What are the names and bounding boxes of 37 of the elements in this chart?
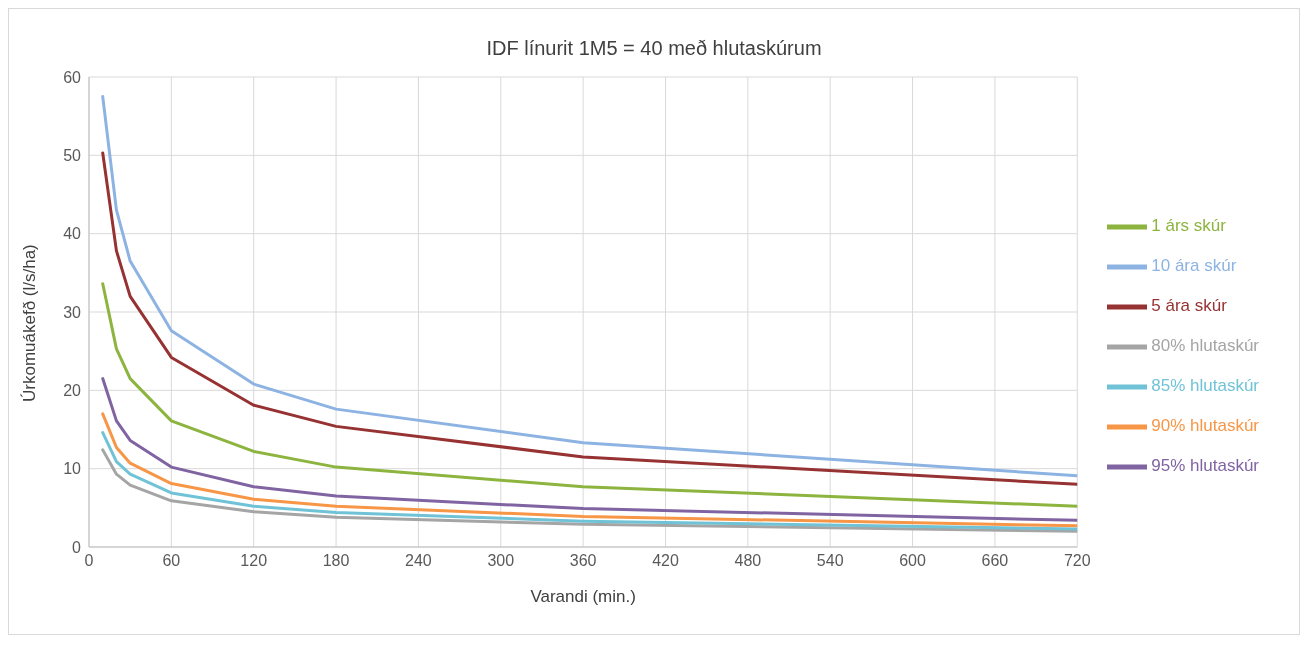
x-tick-label: 600 [899,552,926,570]
x-tick-label: 360 [569,552,597,570]
x-tick-label: 0 [84,552,94,570]
line-series [101,431,1078,531]
legend-label: 1 árs skúr [1151,216,1226,236]
x-tick-label: 300 [487,552,515,570]
x-tick-label: 60 [162,552,181,570]
legend-label: 95% hlutaskúr [1151,456,1259,476]
line-series [101,448,1078,533]
y-tick-label: 20 [63,382,82,400]
legend-label: 5 ára skúr [1151,296,1227,316]
x-tick-label: 420 [652,552,679,570]
x-axis-title: Varandi (min.) [530,587,636,606]
line-series [101,95,1078,478]
line-series [101,377,1078,522]
legend-label: 10 ára skúr [1151,256,1237,276]
line-series [101,151,1078,486]
legend-label: 85% hlutaskúr [1151,376,1259,396]
x-tick-label: 120 [240,552,268,570]
y-tick-label: 50 [63,147,82,165]
y-tick-label: 0 [72,538,82,556]
y-tick-label: 30 [63,303,82,321]
legend-label: 80% hlutaskúr [1151,336,1259,356]
x-tick-label: 480 [734,552,762,570]
x-tick-label: 240 [405,552,432,570]
y-tick-label: 40 [63,225,82,243]
y-axis-title: Úrkomuákefð (l/s/ha) [20,244,40,402]
x-tick-label: 720 [1063,552,1091,570]
line-series [101,412,1078,528]
chart-title: IDF línurit 1M5 = 40 með hlutaskúrum [485,36,823,61]
x-tick-label: 660 [981,552,1009,570]
legend-label: 90% hlutaskúr [1151,416,1259,436]
y-tick-label: 10 [63,460,82,478]
y-tick-label: 60 [63,68,82,86]
x-tick-label: 180 [322,552,350,570]
line-series [101,282,1078,508]
x-tick-label: 540 [816,552,844,570]
